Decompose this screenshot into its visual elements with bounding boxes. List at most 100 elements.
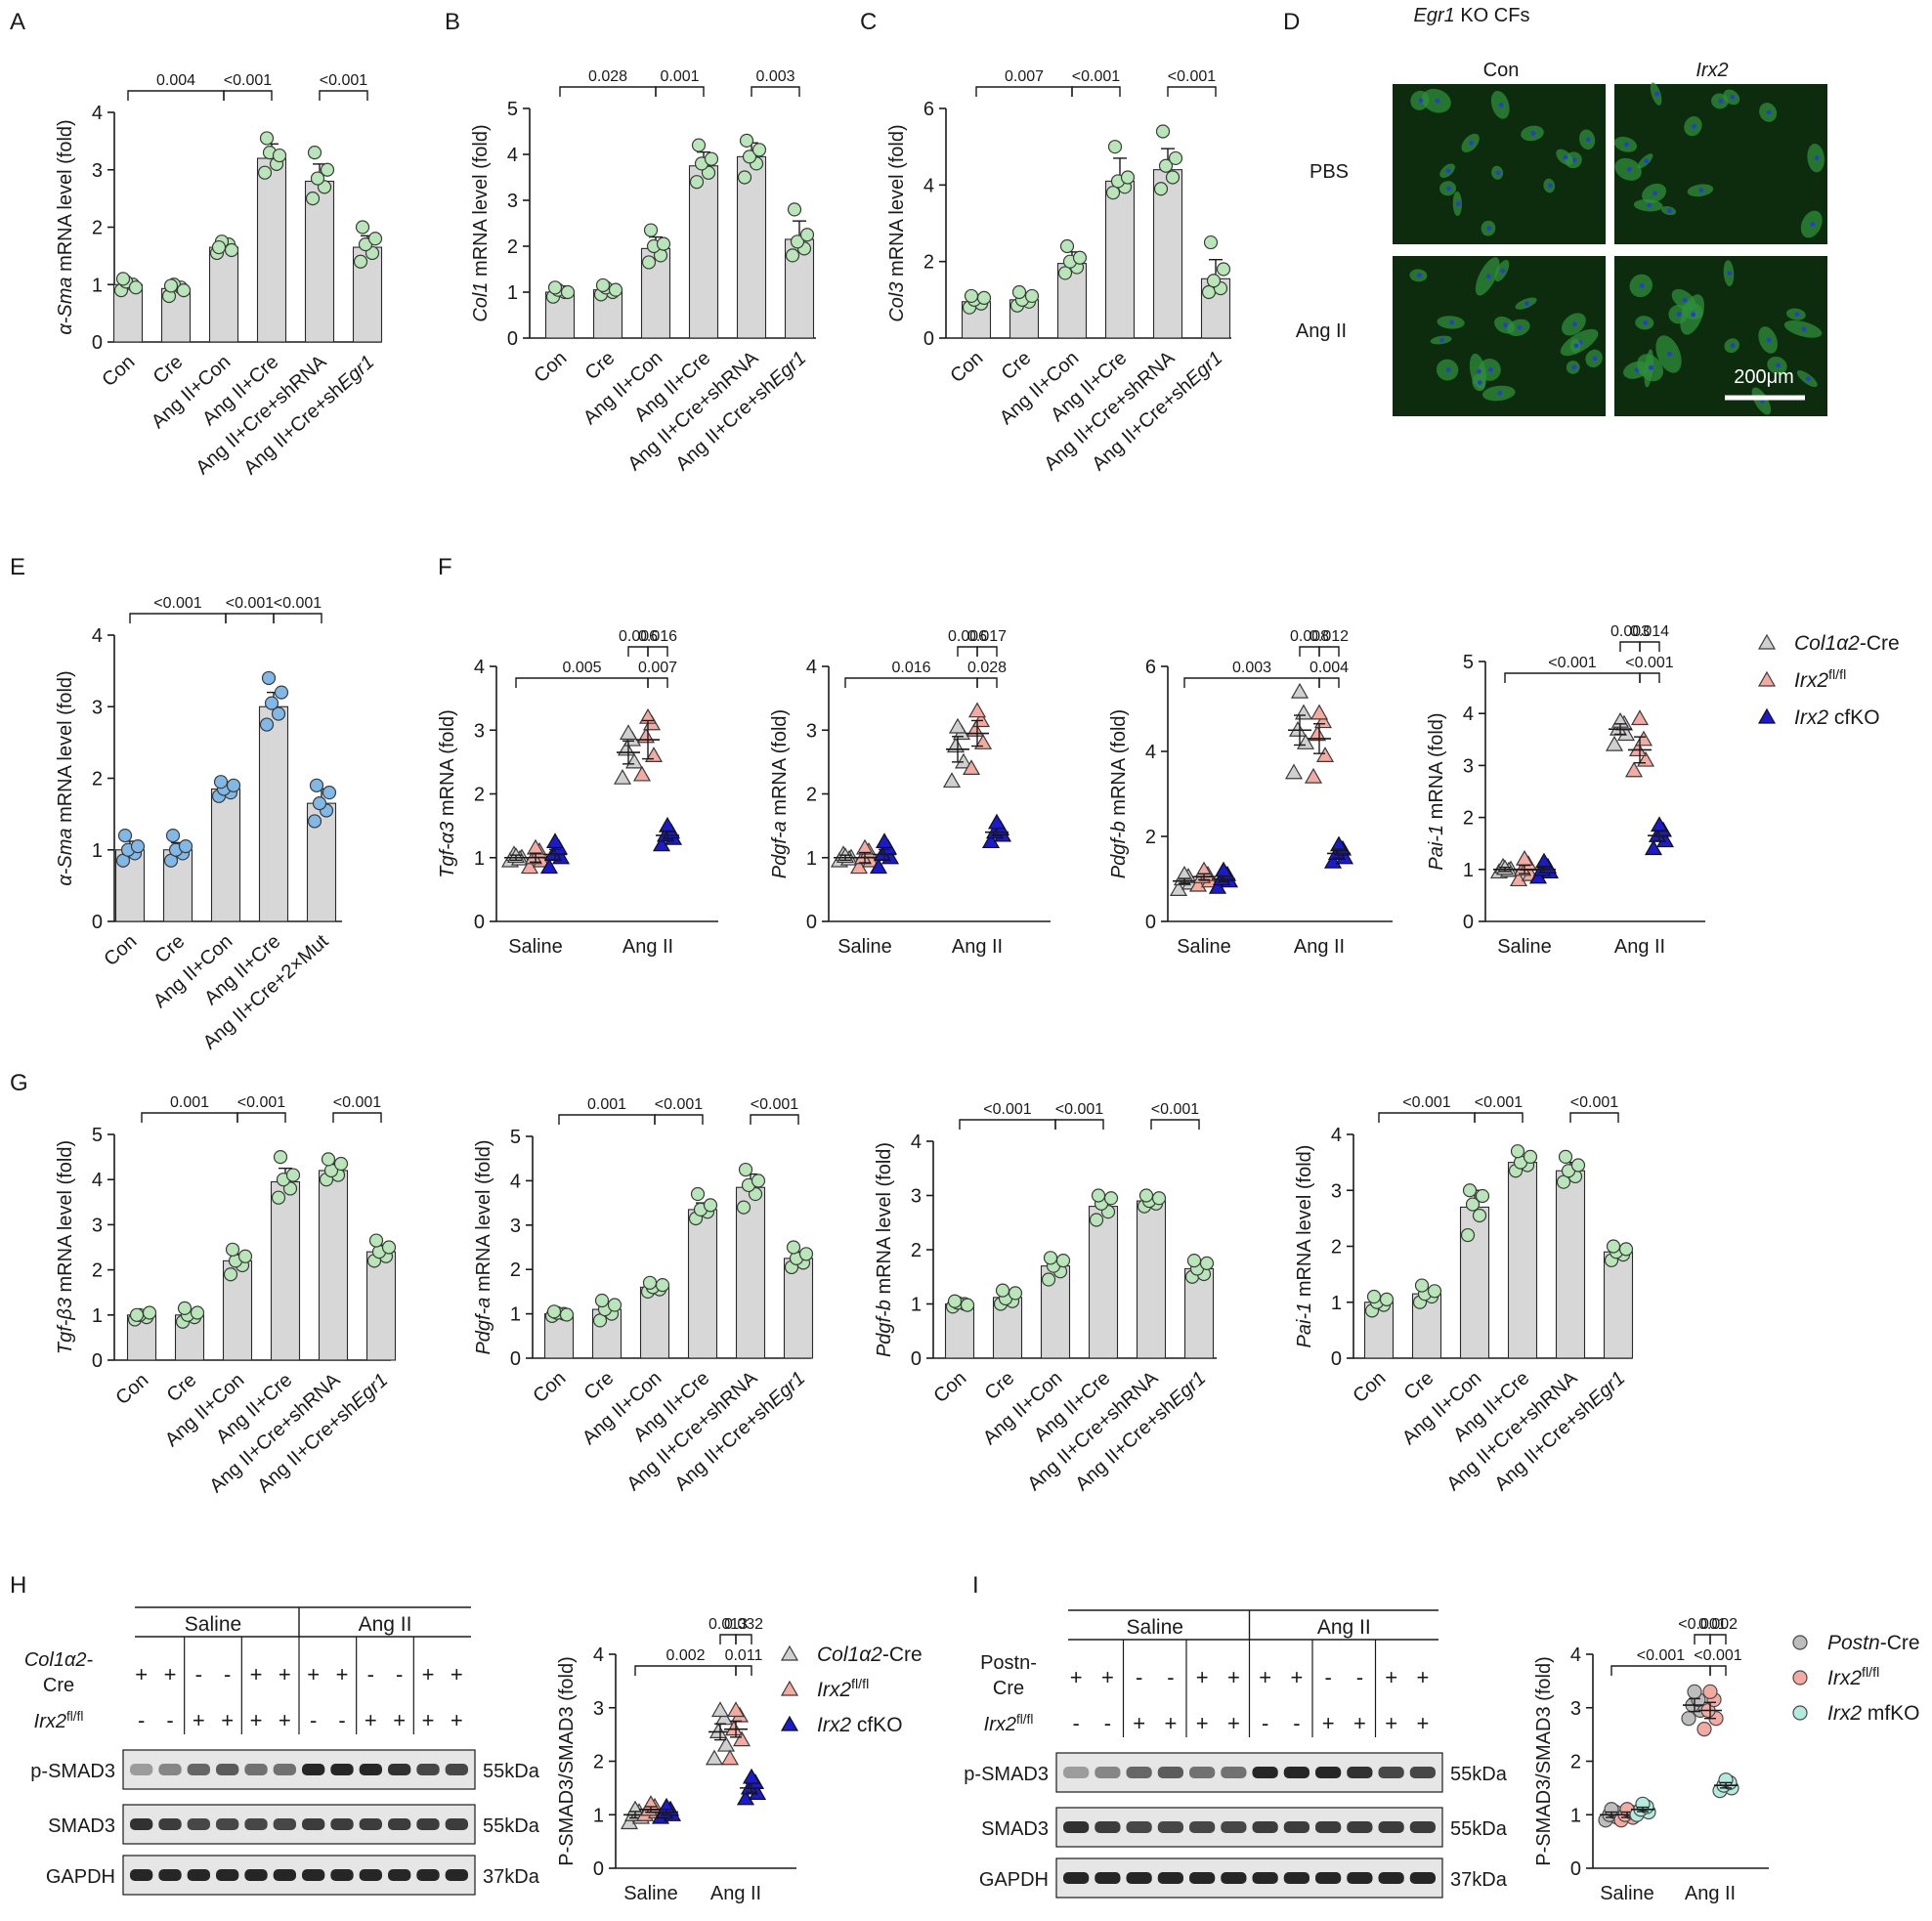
y-tick-label: 2 <box>1463 808 1474 830</box>
nucleus <box>1639 282 1645 288</box>
data-point <box>1165 170 1181 185</box>
data-point <box>142 1305 157 1320</box>
y-axis-label: α-Sma mRNA level (fold) <box>55 670 76 885</box>
band <box>158 1869 182 1881</box>
nucleus <box>1730 95 1736 100</box>
data-point <box>1043 1251 1058 1265</box>
nucleus <box>1776 363 1781 368</box>
p-value-label: <0.001 <box>983 1101 1031 1118</box>
data-point <box>273 1149 288 1165</box>
band <box>416 1764 440 1775</box>
data-point <box>620 1814 639 1830</box>
data-point <box>736 1789 755 1806</box>
data-point <box>237 1249 253 1263</box>
y-tick-label: 5 <box>1463 652 1474 673</box>
y-tick-label: 1 <box>1570 1805 1581 1826</box>
band <box>244 1869 268 1881</box>
band <box>388 1764 411 1775</box>
significance-bracket <box>558 1114 656 1125</box>
band-kda: 37kDa <box>1450 1869 1508 1891</box>
p-value-label: 0.017 <box>967 628 1007 645</box>
nucleus <box>1692 123 1696 129</box>
data-point <box>130 838 146 854</box>
data-point <box>632 765 652 782</box>
y-tick-label: 3 <box>507 191 518 212</box>
band <box>1221 1872 1247 1884</box>
band <box>130 1869 153 1881</box>
panel-letter-B: B <box>445 9 460 35</box>
data-point <box>285 1168 301 1182</box>
y-tick-label: 3 <box>510 1216 521 1237</box>
band <box>359 1764 382 1775</box>
p-value-label: <0.001 <box>1055 1101 1103 1118</box>
band <box>1347 1767 1373 1778</box>
data-point <box>995 1283 1010 1298</box>
data-point <box>1294 704 1313 720</box>
y-tick-label: 3 <box>92 697 103 718</box>
data-point <box>225 1242 240 1257</box>
nucleus <box>1495 170 1501 176</box>
data-point <box>1757 707 1777 724</box>
p-value-label: 0.006 <box>948 628 987 645</box>
nucleus <box>1571 157 1577 163</box>
band <box>130 1818 153 1830</box>
y-axis-label: Col1 mRNA level (fold) <box>470 124 492 321</box>
data-point <box>190 1305 205 1320</box>
significance-bracket <box>559 86 657 97</box>
sign: - <box>338 1708 345 1732</box>
data-point <box>1624 761 1644 778</box>
data-point <box>954 752 973 769</box>
label-part: -Cre <box>1860 632 1900 655</box>
data-point <box>1757 670 1777 687</box>
significance-bracket <box>129 613 227 623</box>
nucleus <box>1682 297 1688 303</box>
data-point <box>261 670 277 686</box>
significance-bracket <box>1639 641 1660 652</box>
data-point <box>704 151 719 166</box>
x-tick-label: Cre <box>150 351 188 388</box>
sign: + <box>451 1662 463 1686</box>
data-point <box>1057 266 1073 280</box>
y-tick-label: 2 <box>806 785 817 806</box>
label-part: Con <box>530 347 571 387</box>
band <box>1095 1872 1121 1884</box>
tile-background <box>1614 84 1827 244</box>
significance-bracket <box>959 1119 1056 1130</box>
label-part: Tgf-β3 <box>55 1298 76 1354</box>
band-label: GAPDH <box>979 1869 1049 1891</box>
y-tick-label: 3 <box>92 1215 103 1236</box>
data-point <box>655 1277 670 1293</box>
p-value-label: <0.001 <box>1151 1101 1199 1118</box>
nucleus <box>1676 312 1682 318</box>
band <box>1157 1767 1183 1778</box>
data-point <box>1168 150 1183 166</box>
data-point <box>1414 1278 1430 1293</box>
p-value-label: 0.006 <box>619 628 658 645</box>
data-point <box>948 717 967 734</box>
data-point <box>738 1162 753 1177</box>
genotype-label-1b: Cre <box>993 1678 1024 1699</box>
label-part: Con <box>946 347 987 387</box>
p-value-label: 0.016 <box>638 628 677 645</box>
band <box>1315 1767 1342 1778</box>
label-part: -Cre <box>882 1644 923 1666</box>
nucleus <box>1626 166 1632 172</box>
blot-strip <box>1055 1807 1443 1848</box>
label-part: Cre <box>150 351 188 388</box>
data-point <box>1290 682 1309 699</box>
band <box>158 1818 182 1830</box>
sign: + <box>422 1662 435 1686</box>
significance-bracket <box>976 677 998 688</box>
band <box>216 1818 239 1830</box>
panel-d-col-irx2: Irx2 <box>1696 60 1728 81</box>
nucleus <box>1667 352 1672 357</box>
sign: + <box>1353 1711 1366 1735</box>
sign: + <box>451 1708 463 1732</box>
y-tick-label: 0 <box>911 1348 922 1370</box>
genotype-label-1b: Cre <box>43 1675 74 1696</box>
y-tick-label: 0 <box>593 1858 604 1880</box>
p-value-label: 0.013 <box>708 1616 748 1633</box>
